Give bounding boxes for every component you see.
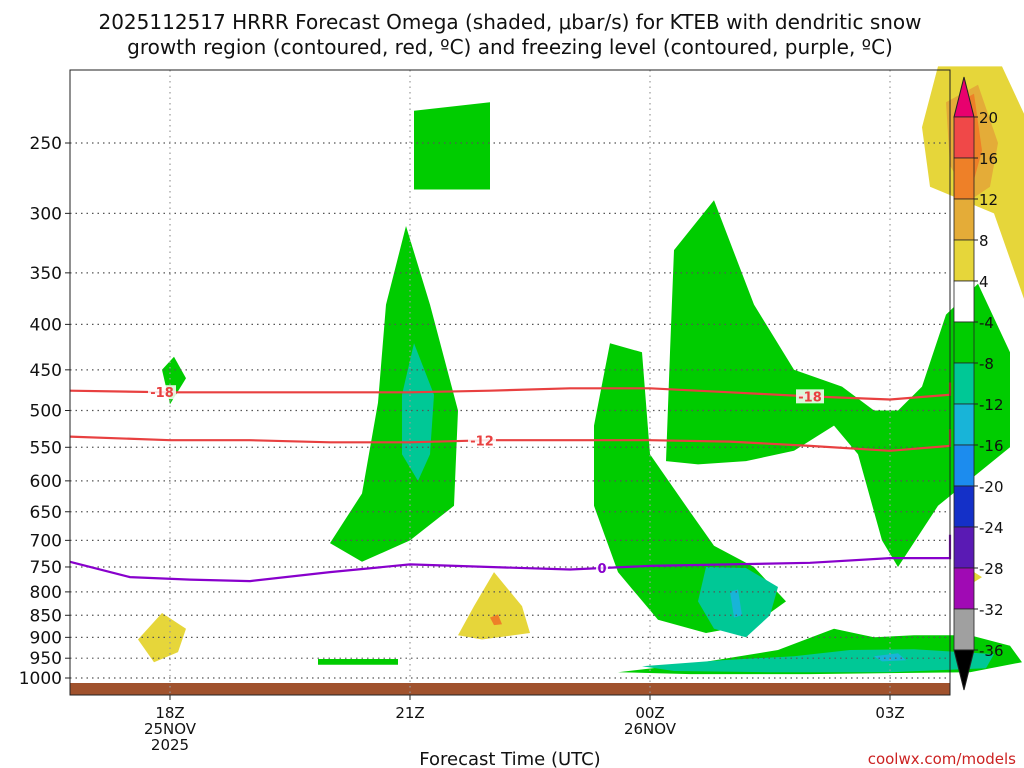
y-tick-label-400: 400 xyxy=(30,315,62,335)
contour-label-bg xyxy=(468,433,496,448)
colorbar-label-9: -20 xyxy=(979,478,1004,496)
colorbar-label-1: 16 xyxy=(979,150,998,168)
omega-region-1 xyxy=(318,659,398,665)
omega-region-11 xyxy=(402,343,434,481)
plot-frame xyxy=(69,69,951,696)
colorbar-swatch-2 xyxy=(953,157,975,200)
colorbar-bottom-triangle xyxy=(953,649,975,691)
x-tick-label-24-0: 00Z xyxy=(635,704,664,722)
y-tick-label-550: 550 xyxy=(30,438,62,458)
colorbar-label-3: 8 xyxy=(979,232,989,250)
colorbar-swatch-5 xyxy=(953,280,975,323)
colorbar-label-2: 12 xyxy=(979,191,998,209)
y-tick-label-700: 700 xyxy=(30,531,62,551)
contour-label-bg xyxy=(596,561,608,576)
omega-region-22 xyxy=(458,572,530,640)
colorbar-swatch-7 xyxy=(953,362,975,405)
colorbar-swatch-3 xyxy=(953,198,975,241)
contour-label-2-1: -18 xyxy=(798,390,822,405)
colorbar-swatch-13 xyxy=(953,608,975,651)
x-tick-label-18-0: 18Z xyxy=(155,704,184,722)
x-tick-label-27-0: 03Z xyxy=(875,704,904,722)
colorbar-swatch-1 xyxy=(953,116,975,159)
omega-shading xyxy=(138,66,1024,675)
credit-text: coolwx.com/models xyxy=(868,750,1016,768)
colorbar-label-4: 4 xyxy=(979,273,989,291)
plot-area: 0-12-12-18-18-18 xyxy=(69,66,1024,696)
y-tick-label-350: 350 xyxy=(30,264,62,284)
y-tick-label-650: 650 xyxy=(30,503,62,523)
colorbar-label-7: -12 xyxy=(979,396,1004,414)
omega-region-12 xyxy=(642,649,994,673)
omega-region-21 xyxy=(138,613,186,663)
omega-region-20 xyxy=(730,589,742,618)
colorbar-label-0: 20 xyxy=(979,109,998,127)
contour-label-1-0: -12 xyxy=(470,434,494,449)
x-tick-label-24-1: 26NOV xyxy=(624,720,677,738)
y-tick-label-750: 750 xyxy=(30,558,62,578)
colorbar-swatch-11 xyxy=(953,526,975,569)
x-tick-label-18-1: 25NOV xyxy=(144,720,197,738)
y-tick-label-900: 900 xyxy=(30,628,62,648)
ground-bar xyxy=(70,683,950,695)
y-tick-label-300: 300 xyxy=(30,204,62,224)
x-axis-label: Forecast Time (UTC) xyxy=(419,749,600,768)
omega-region-31 xyxy=(490,614,502,626)
x-tick-label-18-2: 2025 xyxy=(151,736,189,754)
omega-region-3 xyxy=(414,102,490,190)
omega-region-2 xyxy=(330,226,458,562)
colorbar-label-5: -4 xyxy=(979,314,994,332)
contour-label-2-0: -18 xyxy=(150,386,174,401)
x-tick-label-21-0: 21Z xyxy=(395,704,424,722)
y-axis: 2503003504004505005506006507007508008509… xyxy=(19,134,70,689)
colorbar-swatch-9 xyxy=(953,444,975,487)
y-tick-label-450: 450 xyxy=(30,361,62,381)
omega-region-17 xyxy=(874,653,906,662)
chart-title-line-2: growth region (contoured, red, ºC) and f… xyxy=(127,35,893,59)
contour-label-bg xyxy=(796,389,824,404)
omega-region-6 xyxy=(666,200,1010,568)
colorbar-label-11: -28 xyxy=(979,560,1004,578)
y-tick-label-600: 600 xyxy=(30,472,62,492)
y-tick-label-800: 800 xyxy=(30,583,62,603)
omega-region-5 xyxy=(594,343,786,633)
y-tick-label-850: 850 xyxy=(30,606,62,626)
colorbar-swatch-6 xyxy=(953,321,975,364)
colorbar-label-13: -36 xyxy=(979,642,1004,660)
colorbar-swatch-8 xyxy=(953,403,975,446)
contour-label-bg xyxy=(148,385,176,400)
colorbar-swatch-12 xyxy=(953,567,975,610)
y-tick-label-500: 500 xyxy=(30,402,62,422)
colorbar-label-6: -8 xyxy=(979,355,994,373)
y-tick-label-1000: 1000 xyxy=(19,669,62,689)
y-tick-label-250: 250 xyxy=(30,134,62,154)
chart-title-line-1: 2025112517 HRRR Forecast Omega (shaded, … xyxy=(98,10,921,34)
colorbar-label-8: -16 xyxy=(979,437,1004,455)
colorbar: 20 16 12 8 4 -4 -8 -12 -16 -20 -24 -28 -32 -36 xyxy=(953,76,1004,691)
y-tick-label-950: 950 xyxy=(30,649,62,669)
colorbar-swatch-4 xyxy=(953,239,975,282)
colorbar-swatch-10 xyxy=(953,485,975,528)
colorbar-label-12: -32 xyxy=(979,601,1004,619)
colorbar-label-10: -24 xyxy=(979,519,1004,537)
contour-label-0-0: 0 xyxy=(597,562,606,577)
